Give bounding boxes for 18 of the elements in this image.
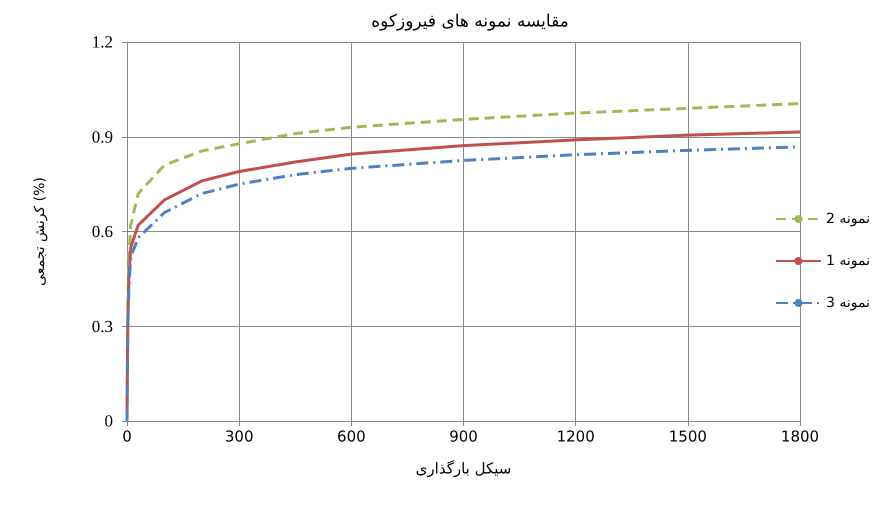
x-tick-label: 1200 — [556, 428, 595, 446]
x-tick-label: 900 — [449, 428, 478, 446]
x-tick-label: 1800 — [780, 428, 820, 446]
y-tick-label: 0.9 — [92, 127, 113, 146]
y-tick-label: 0 — [104, 412, 113, 430]
legend-label: نمونه 3 — [826, 295, 870, 311]
x-tick-label: 0 — [122, 428, 132, 446]
y-tick-label: 0.3 — [92, 316, 113, 336]
y-axis-title: کرنش تجمعی (%) — [32, 177, 48, 286]
legend-label: نمونه 1 — [826, 253, 870, 269]
x-tick-label: 1500 — [668, 428, 707, 446]
y-tick-label: 1.2 — [92, 32, 113, 52]
x-tick-label: 300 — [224, 428, 254, 446]
x-axis-title: سیکل بارگذاری — [416, 460, 512, 478]
x-tick-label: 600 — [337, 428, 366, 446]
chart-title: مقایسه نمونه های فیروزکوه — [371, 12, 569, 32]
legend-label: نمونه 2 — [826, 211, 870, 227]
y-tick-label: 0.6 — [92, 222, 113, 241]
